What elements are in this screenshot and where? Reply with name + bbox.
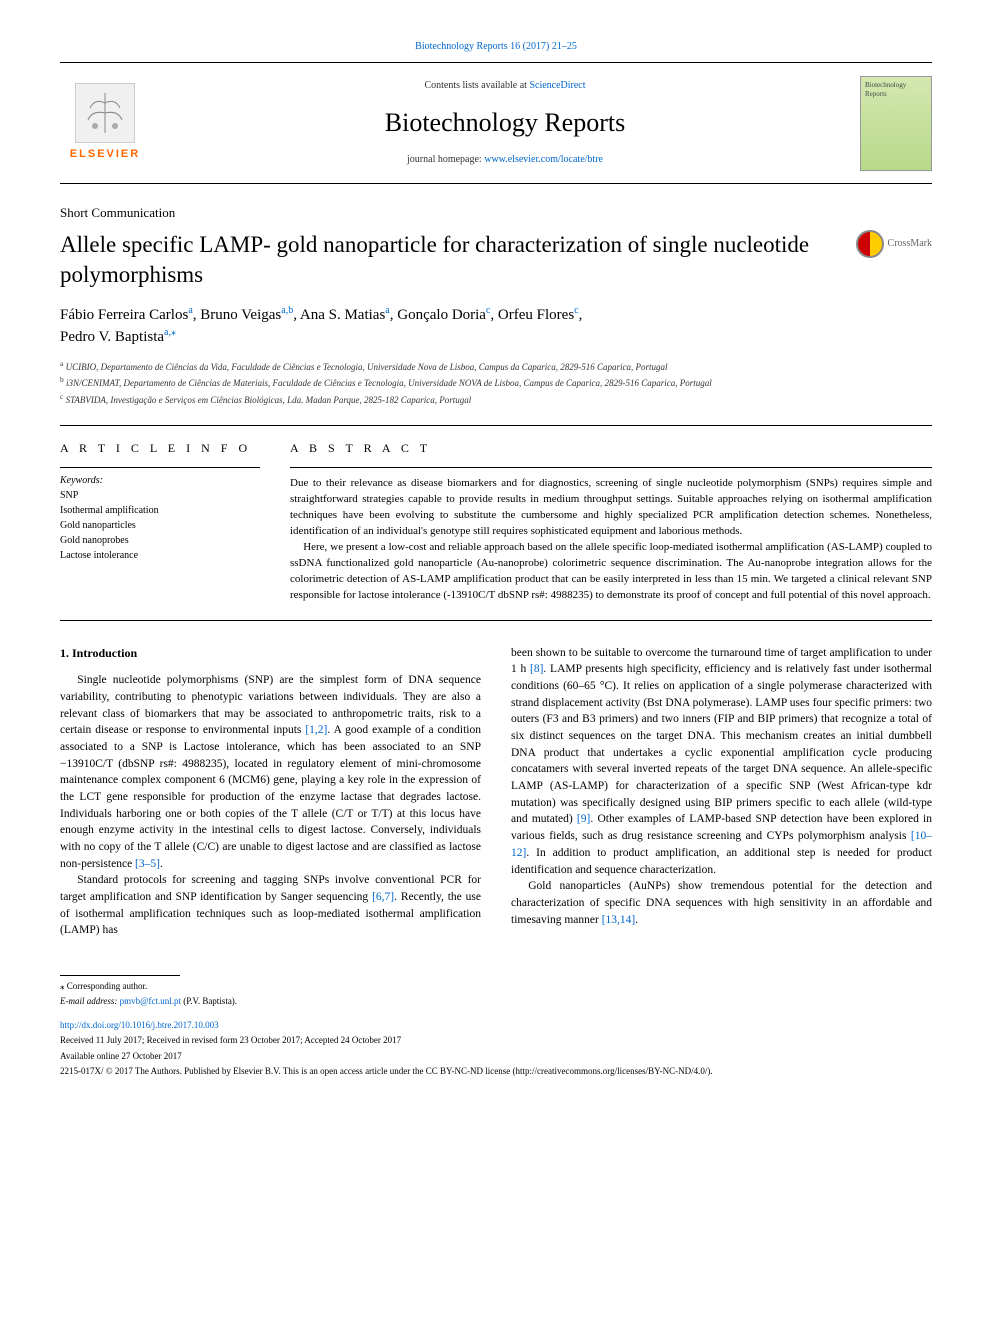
sciencedirect-link[interactable]: ScienceDirect	[529, 80, 585, 91]
contents-list-line: Contents lists available at ScienceDirec…	[150, 79, 860, 93]
elsevier-logo: ELSEVIER	[60, 73, 150, 173]
body-paragraph: Gold nanoparticles (AuNPs) show tremendo…	[511, 878, 932, 928]
reference-link[interactable]: [13,14]	[602, 914, 636, 926]
journal-cover-thumbnail: Biotechnology Reports	[860, 76, 932, 171]
homepage-url-link[interactable]: www.elsevier.com/locate/btre	[484, 154, 603, 165]
homepage-label: journal homepage:	[407, 154, 484, 165]
author-name: , Orfeu Flores	[490, 307, 574, 323]
email-line: E-mail address: pmvb@fct.unl.pt (P.V. Ba…	[60, 995, 932, 1009]
crossmark-badge[interactable]: CrossMark	[856, 230, 932, 258]
author-name: Fábio Ferreira Carlos	[60, 307, 188, 323]
elsevier-text: ELSEVIER	[70, 147, 140, 162]
section-heading: 1. Introduction	[60, 645, 481, 662]
affiliation-text: UCIBIO, Departamento de Ciências da Vida…	[63, 362, 667, 372]
page-footer: ⁎ Corresponding author. E-mail address: …	[60, 975, 932, 1079]
journal-reference-top: Biotechnology Reports 16 (2017) 21–25	[60, 40, 932, 62]
crossmark-icon	[856, 230, 884, 258]
journal-homepage-line: journal homepage: www.elsevier.com/locat…	[150, 153, 860, 167]
author-affil-sup: a,b	[281, 305, 293, 316]
reference-link[interactable]: [6,7]	[372, 891, 394, 903]
crossmark-label: CrossMark	[888, 237, 932, 251]
keyword: Gold nanoparticles	[60, 518, 260, 533]
author-affil-sup: a,	[164, 327, 171, 338]
abstract-paragraph: Due to their relevance as disease biomar…	[290, 476, 932, 540]
body-paragraph: Standard protocols for screening and tag…	[60, 872, 481, 939]
reference-link[interactable]: [3–5]	[135, 858, 160, 870]
article-type: Short Communication	[60, 204, 932, 222]
journal-title: Biotechnology Reports	[150, 105, 860, 141]
email-link[interactable]: pmvb@fct.unl.pt	[120, 996, 181, 1006]
abstract-label: A B S T R A C T	[290, 440, 932, 457]
author-sep: ,	[579, 307, 583, 323]
article-info-block: A R T I C L E I N F O Keywords: SNP Isot…	[60, 440, 290, 603]
email-label: E-mail address:	[60, 996, 120, 1006]
author-name: Pedro V. Baptista	[60, 329, 164, 345]
doi-link[interactable]: http://dx.doi.org/10.1016/j.btre.2017.10…	[60, 1019, 932, 1033]
column-right: been shown to be suitable to overcome th…	[511, 645, 932, 939]
keywords-list: SNP Isothermal amplification Gold nanopa…	[60, 488, 260, 563]
journal-header: ELSEVIER Contents lists available at Sci…	[60, 62, 932, 184]
article-title: Allele specific LAMP- gold nanoparticle …	[60, 230, 856, 290]
body-text: . A good example of a condition associat…	[60, 724, 481, 869]
corresponding-star: ⁎	[171, 327, 176, 338]
reference-link[interactable]: [9]	[577, 813, 590, 825]
affiliation-text: STABVIDA, Investigação e Serviços em Ciê…	[63, 395, 471, 405]
email-tail: (P.V. Baptista).	[181, 996, 237, 1006]
keyword: Gold nanoprobes	[60, 533, 260, 548]
abstract-paragraph: Here, we present a low-cost and reliable…	[290, 540, 932, 604]
body-text: . LAMP presents high specificity, effici…	[511, 663, 932, 825]
keyword: Isothermal amplification	[60, 503, 260, 518]
author-name: , Bruno Veigas	[193, 307, 281, 323]
body-text: Gold nanoparticles (AuNPs) show tremendo…	[511, 880, 932, 925]
article-dates: Received 11 July 2017; Received in revis…	[60, 1034, 932, 1048]
keyword: SNP	[60, 488, 260, 503]
body-text: .	[160, 858, 163, 870]
abstract-block: A B S T R A C T Due to their relevance a…	[290, 440, 932, 603]
keyword: Lactose intolerance	[60, 548, 260, 563]
corresponding-author-note: ⁎ Corresponding author.	[60, 980, 932, 994]
affiliation-text: i3N/CENIMAT, Departamento de Ciências de…	[64, 378, 712, 388]
reference-link[interactable]: [1,2]	[305, 724, 327, 736]
elsevier-tree-icon	[75, 83, 135, 143]
cover-label: Biotechnology Reports	[865, 81, 927, 101]
affiliations: a UCIBIO, Departamento de Ciências da Vi…	[60, 358, 932, 408]
column-left: 1. Introduction Single nucleotide polymo…	[60, 645, 481, 939]
body-paragraph: Single nucleotide polymorphisms (SNP) ar…	[60, 672, 481, 872]
contents-label: Contents lists available at	[424, 80, 529, 91]
available-online: Available online 27 October 2017	[60, 1050, 932, 1064]
copyright-line: 2215-017X/ © 2017 The Authors. Published…	[60, 1065, 932, 1079]
footer-rule	[60, 975, 180, 976]
authors-list: Fábio Ferreira Carlosa, Bruno Veigasa,b,…	[60, 304, 932, 348]
body-text: . In addition to product amplification, …	[511, 847, 932, 876]
keywords-label: Keywords:	[60, 467, 260, 488]
article-info-label: A R T I C L E I N F O	[60, 440, 260, 457]
body-paragraph: been shown to be suitable to overcome th…	[511, 645, 932, 878]
article-body: 1. Introduction Single nucleotide polymo…	[60, 645, 932, 939]
author-name: , Gonçalo Doria	[390, 307, 486, 323]
body-text: .	[635, 914, 638, 926]
reference-link[interactable]: [8]	[530, 663, 543, 675]
author-name: , Ana S. Matias	[293, 307, 385, 323]
